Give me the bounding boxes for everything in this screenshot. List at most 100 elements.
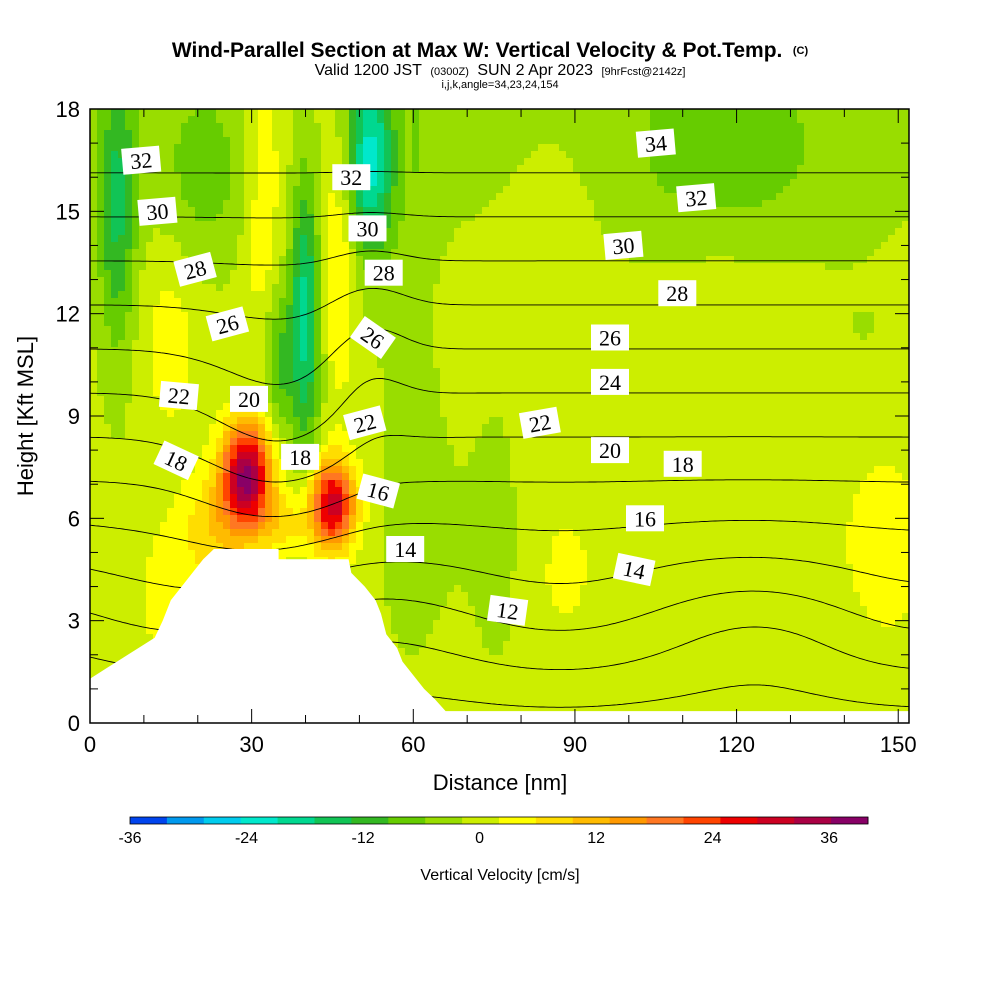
velocity-cell	[174, 158, 182, 166]
velocity-cell	[440, 382, 448, 390]
velocity-cell	[321, 417, 329, 425]
velocity-cell	[328, 221, 336, 229]
velocity-cell	[461, 438, 469, 446]
velocity-cell	[188, 326, 196, 334]
velocity-cell	[377, 361, 385, 369]
velocity-cell	[139, 179, 147, 187]
velocity-cell	[237, 291, 245, 299]
velocity-cell	[307, 284, 315, 292]
velocity-cell	[90, 557, 98, 565]
velocity-cell	[97, 354, 105, 362]
velocity-cell	[118, 368, 126, 376]
velocity-cell	[426, 382, 434, 390]
velocity-cell	[181, 354, 189, 362]
velocity-cell	[279, 179, 287, 187]
velocity-cell	[335, 242, 343, 250]
velocity-cell	[356, 480, 364, 488]
velocity-cell	[265, 522, 273, 530]
velocity-cell	[370, 585, 378, 593]
velocity-cell	[468, 214, 476, 222]
velocity-cell	[300, 550, 308, 558]
velocity-cell	[433, 487, 441, 495]
velocity-cell	[419, 578, 427, 586]
velocity-cell	[97, 473, 105, 481]
velocity-cell	[139, 193, 147, 201]
velocity-cell	[237, 270, 245, 278]
velocity-cell	[223, 116, 231, 124]
velocity-cell	[377, 578, 385, 586]
subtitle-date: SUN 2 Apr 2023	[477, 62, 593, 79]
velocity-cell	[216, 207, 224, 215]
velocity-cell	[377, 116, 385, 124]
velocity-cell	[209, 515, 217, 523]
velocity-cell	[272, 235, 280, 243]
velocity-cell	[405, 284, 413, 292]
velocity-cell	[132, 501, 140, 509]
velocity-cell	[405, 305, 413, 313]
velocity-cell	[454, 522, 462, 530]
velocity-cell	[314, 473, 322, 481]
velocity-cell	[279, 494, 287, 502]
velocity-cell	[468, 144, 476, 152]
velocity-cell	[307, 172, 315, 180]
velocity-cell	[454, 578, 462, 586]
velocity-cell	[223, 466, 231, 474]
velocity-cell	[167, 487, 175, 495]
velocity-cell	[146, 312, 154, 320]
velocity-cell	[468, 578, 476, 586]
velocity-cell	[286, 515, 294, 523]
velocity-cell	[279, 165, 287, 173]
velocity-cell	[272, 494, 280, 502]
velocity-cell	[440, 641, 448, 649]
velocity-cell	[118, 214, 126, 222]
velocity-cell	[132, 221, 140, 229]
velocity-cell	[244, 207, 252, 215]
velocity-cell	[188, 564, 196, 572]
velocity-cell	[139, 277, 147, 285]
velocity-cell	[97, 655, 105, 663]
velocity-cell	[307, 368, 315, 376]
velocity-cell	[118, 529, 126, 537]
velocity-cell	[363, 193, 371, 201]
velocity-cell	[181, 445, 189, 453]
velocity-cell	[279, 130, 287, 138]
velocity-cell	[251, 109, 259, 117]
velocity-cell	[97, 123, 105, 131]
velocity-cell	[167, 277, 175, 285]
velocity-cell	[433, 375, 441, 383]
velocity-cell	[370, 186, 378, 194]
velocity-cell	[244, 158, 252, 166]
velocity-cell	[363, 151, 371, 159]
velocity-cell	[125, 186, 133, 194]
velocity-cell	[412, 193, 420, 201]
velocity-cell	[244, 284, 252, 292]
velocity-cell	[426, 634, 434, 642]
velocity-cell	[132, 291, 140, 299]
velocity-cell	[391, 305, 399, 313]
velocity-cell	[146, 235, 154, 243]
velocity-cell	[391, 613, 399, 621]
velocity-cell	[279, 550, 287, 558]
velocity-cell	[307, 389, 315, 397]
velocity-cell	[433, 564, 441, 572]
velocity-cell	[167, 529, 175, 537]
velocity-cell	[293, 221, 301, 229]
velocity-cell	[433, 417, 441, 425]
velocity-cell	[405, 158, 413, 166]
velocity-cell	[433, 123, 441, 131]
velocity-cell	[104, 536, 112, 544]
velocity-cell	[475, 235, 483, 243]
velocity-cell	[356, 522, 364, 530]
velocity-cell	[209, 494, 217, 502]
velocity-cell	[153, 109, 161, 117]
velocity-cell	[405, 214, 413, 222]
velocity-cell	[139, 326, 147, 334]
velocity-cell	[223, 536, 231, 544]
velocity-cell	[293, 410, 301, 418]
velocity-cell	[118, 375, 126, 383]
velocity-cell	[349, 564, 357, 572]
velocity-cell	[314, 214, 322, 222]
velocity-cell	[412, 109, 420, 117]
velocity-cell	[111, 466, 119, 474]
velocity-cell	[412, 291, 420, 299]
